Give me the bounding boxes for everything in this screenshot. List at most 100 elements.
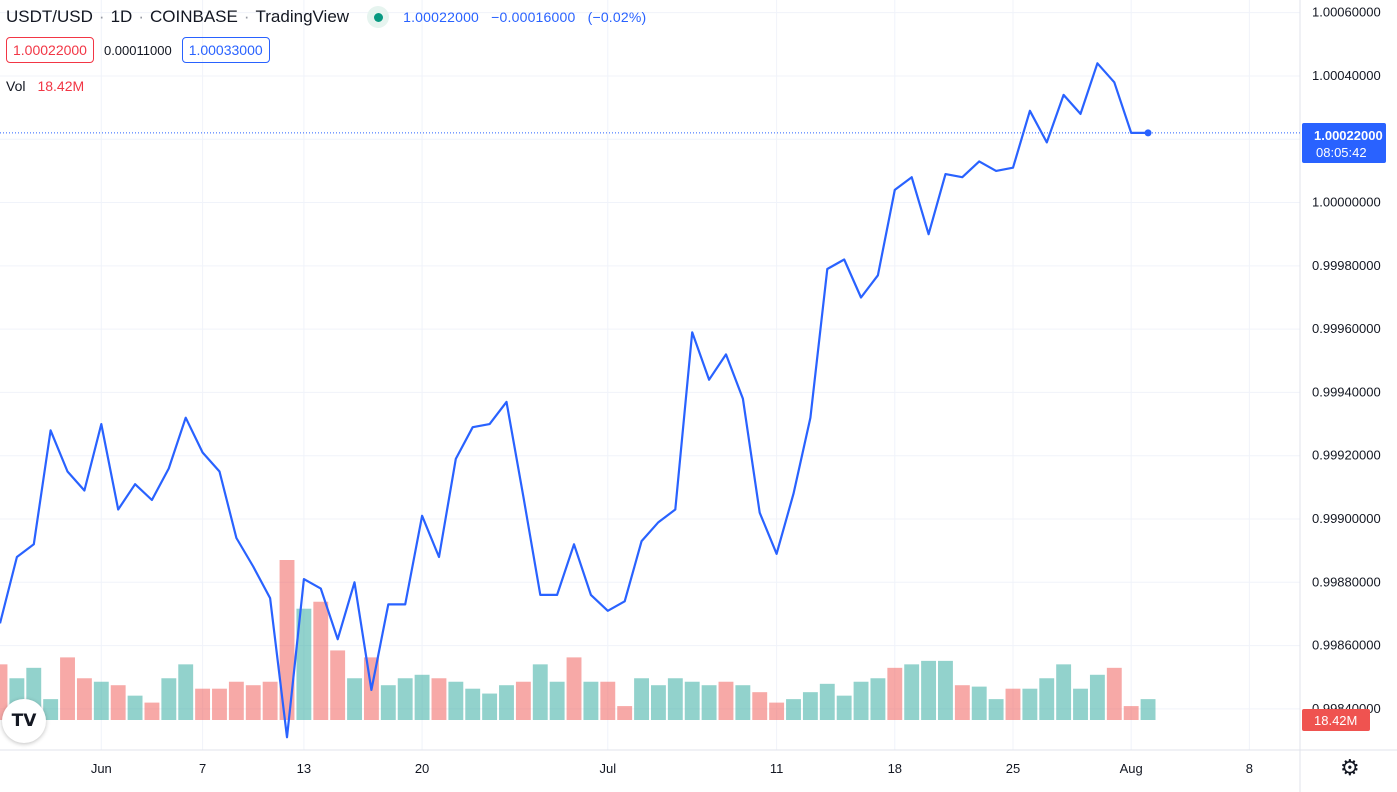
legend-title[interactable]: USDT/USD · 1D · COINBASE · TradingView 1.00… bbox=[6, 6, 654, 28]
bid-price-button[interactable]: 1.00022000 bbox=[6, 37, 94, 63]
volume-bar bbox=[769, 702, 785, 720]
x-tick-label: Aug bbox=[1120, 761, 1143, 776]
volume-legend-value: 18.42M bbox=[37, 78, 85, 94]
volume-legend-label: Vol bbox=[6, 78, 26, 94]
volume-bar bbox=[1039, 678, 1055, 720]
price-series-line bbox=[0, 62, 1149, 739]
volume-bar bbox=[465, 688, 481, 720]
volume-bar bbox=[76, 678, 92, 720]
volume-bar bbox=[262, 681, 278, 720]
volume-bar bbox=[93, 681, 109, 720]
volume-bar bbox=[1140, 699, 1156, 720]
volume-bar bbox=[1022, 688, 1038, 720]
volume-tag: 18.42M bbox=[1302, 709, 1370, 731]
volume-bar bbox=[651, 685, 666, 720]
volume-bar bbox=[870, 678, 886, 720]
x-tick-label: 13 bbox=[297, 761, 311, 776]
volume-bar bbox=[110, 685, 126, 720]
legend-symbol[interactable]: USDT/USD bbox=[6, 7, 93, 26]
volume-bar bbox=[583, 681, 599, 720]
time-axis[interactable]: Jun 7 13 20 Jul 11 18 25 Aug 8 bbox=[91, 761, 1253, 776]
volume-bar bbox=[178, 664, 194, 720]
volume-bar bbox=[600, 681, 616, 720]
x-tick-label: 20 bbox=[415, 761, 429, 776]
y-tick-label: 0.99940000 bbox=[1312, 384, 1381, 399]
volume-bar bbox=[786, 699, 801, 720]
volume-bar bbox=[60, 657, 75, 720]
volume-bar bbox=[228, 681, 244, 720]
volume-bar bbox=[144, 702, 160, 720]
volume-bar bbox=[1056, 664, 1072, 720]
volume-bar bbox=[617, 706, 633, 720]
price-axis[interactable]: 0.998400000.998600000.998800000.99900000… bbox=[1312, 5, 1381, 716]
volume-bar bbox=[43, 699, 59, 720]
volume-bar bbox=[988, 699, 1004, 720]
volume-bar bbox=[161, 678, 177, 720]
legend-interval: 1D bbox=[110, 7, 133, 26]
volume-bar bbox=[921, 660, 937, 720]
volume-bar bbox=[836, 695, 852, 720]
volume-bar bbox=[212, 688, 227, 720]
gear-icon[interactable]: ⚙ bbox=[1340, 755, 1360, 780]
bid-ask-row: 1.00022000 0.00011000 1.00033000 bbox=[6, 37, 270, 63]
legend-exchange: COINBASE bbox=[149, 7, 238, 26]
y-tick-label: 1.00060000 bbox=[1312, 5, 1381, 20]
y-tick-label: 0.99860000 bbox=[1312, 638, 1381, 653]
volume-bar bbox=[448, 681, 464, 720]
volume-bar bbox=[802, 692, 818, 720]
legend-quote: 1.00022000 −0.00016000 (−0.02%) bbox=[403, 9, 654, 25]
volume-bar bbox=[684, 681, 700, 720]
spread-value: 0.00011000 bbox=[103, 42, 172, 58]
volume-bar bbox=[954, 685, 970, 720]
volume-bar bbox=[296, 608, 312, 720]
volume-bar bbox=[1073, 688, 1088, 720]
volume-tag-value: 18.42M bbox=[1314, 713, 1357, 728]
volume-bar bbox=[971, 686, 987, 720]
volume-bar bbox=[667, 678, 683, 720]
volume-bar bbox=[904, 664, 920, 720]
x-tick-label: 18 bbox=[888, 761, 902, 776]
volume-bar bbox=[887, 667, 903, 720]
tradingview-logo-icon[interactable]: TV bbox=[2, 699, 46, 743]
volume-bar bbox=[819, 683, 835, 720]
volume-bar bbox=[414, 674, 430, 720]
x-tick-label: 7 bbox=[199, 761, 206, 776]
y-tick-label: 0.99880000 bbox=[1312, 574, 1381, 589]
ask-price-button[interactable]: 1.00033000 bbox=[181, 37, 270, 63]
y-tick-label: 0.99980000 bbox=[1312, 258, 1381, 273]
legend-source: TradingView bbox=[255, 7, 350, 26]
volume-bar bbox=[279, 560, 295, 720]
market-status-icon[interactable] bbox=[367, 6, 390, 28]
x-tick-label: Jul bbox=[599, 761, 616, 776]
volume-bar bbox=[431, 678, 447, 720]
volume-bar bbox=[0, 664, 8, 720]
volume-bar bbox=[1123, 706, 1139, 720]
y-tick-label: 0.99900000 bbox=[1312, 511, 1381, 526]
legend-last-price: 1.00022000 bbox=[403, 9, 480, 25]
volume-bar bbox=[380, 685, 396, 720]
y-tick-label: 0.99960000 bbox=[1312, 321, 1381, 336]
last-price-tag: 1.00022000 08:05:42 bbox=[1302, 123, 1386, 163]
volume-bar bbox=[330, 650, 346, 720]
volume-bar bbox=[515, 681, 531, 720]
volume-bar bbox=[347, 678, 362, 720]
y-tick-label: 0.99920000 bbox=[1312, 448, 1381, 463]
volume-bar bbox=[127, 695, 143, 720]
last-price-point bbox=[1144, 129, 1152, 137]
volume-bar bbox=[532, 664, 548, 720]
volume-bar bbox=[549, 681, 565, 720]
volume-bar bbox=[735, 685, 751, 720]
volume-bar bbox=[938, 660, 953, 720]
volume-bar bbox=[499, 685, 514, 720]
volume-bar bbox=[701, 685, 717, 720]
volume-bar bbox=[195, 688, 211, 720]
last-price-tag-value: 1.00022000 bbox=[1314, 128, 1383, 143]
volume-legend[interactable]: Vol 18.42M bbox=[6, 78, 84, 94]
volume-bar bbox=[1106, 667, 1122, 720]
legend-change: −0.00016000 bbox=[491, 9, 576, 25]
y-tick-label: 1.00000000 bbox=[1312, 195, 1381, 210]
volume-bar bbox=[1005, 688, 1021, 720]
x-tick-label: 8 bbox=[1246, 761, 1253, 776]
